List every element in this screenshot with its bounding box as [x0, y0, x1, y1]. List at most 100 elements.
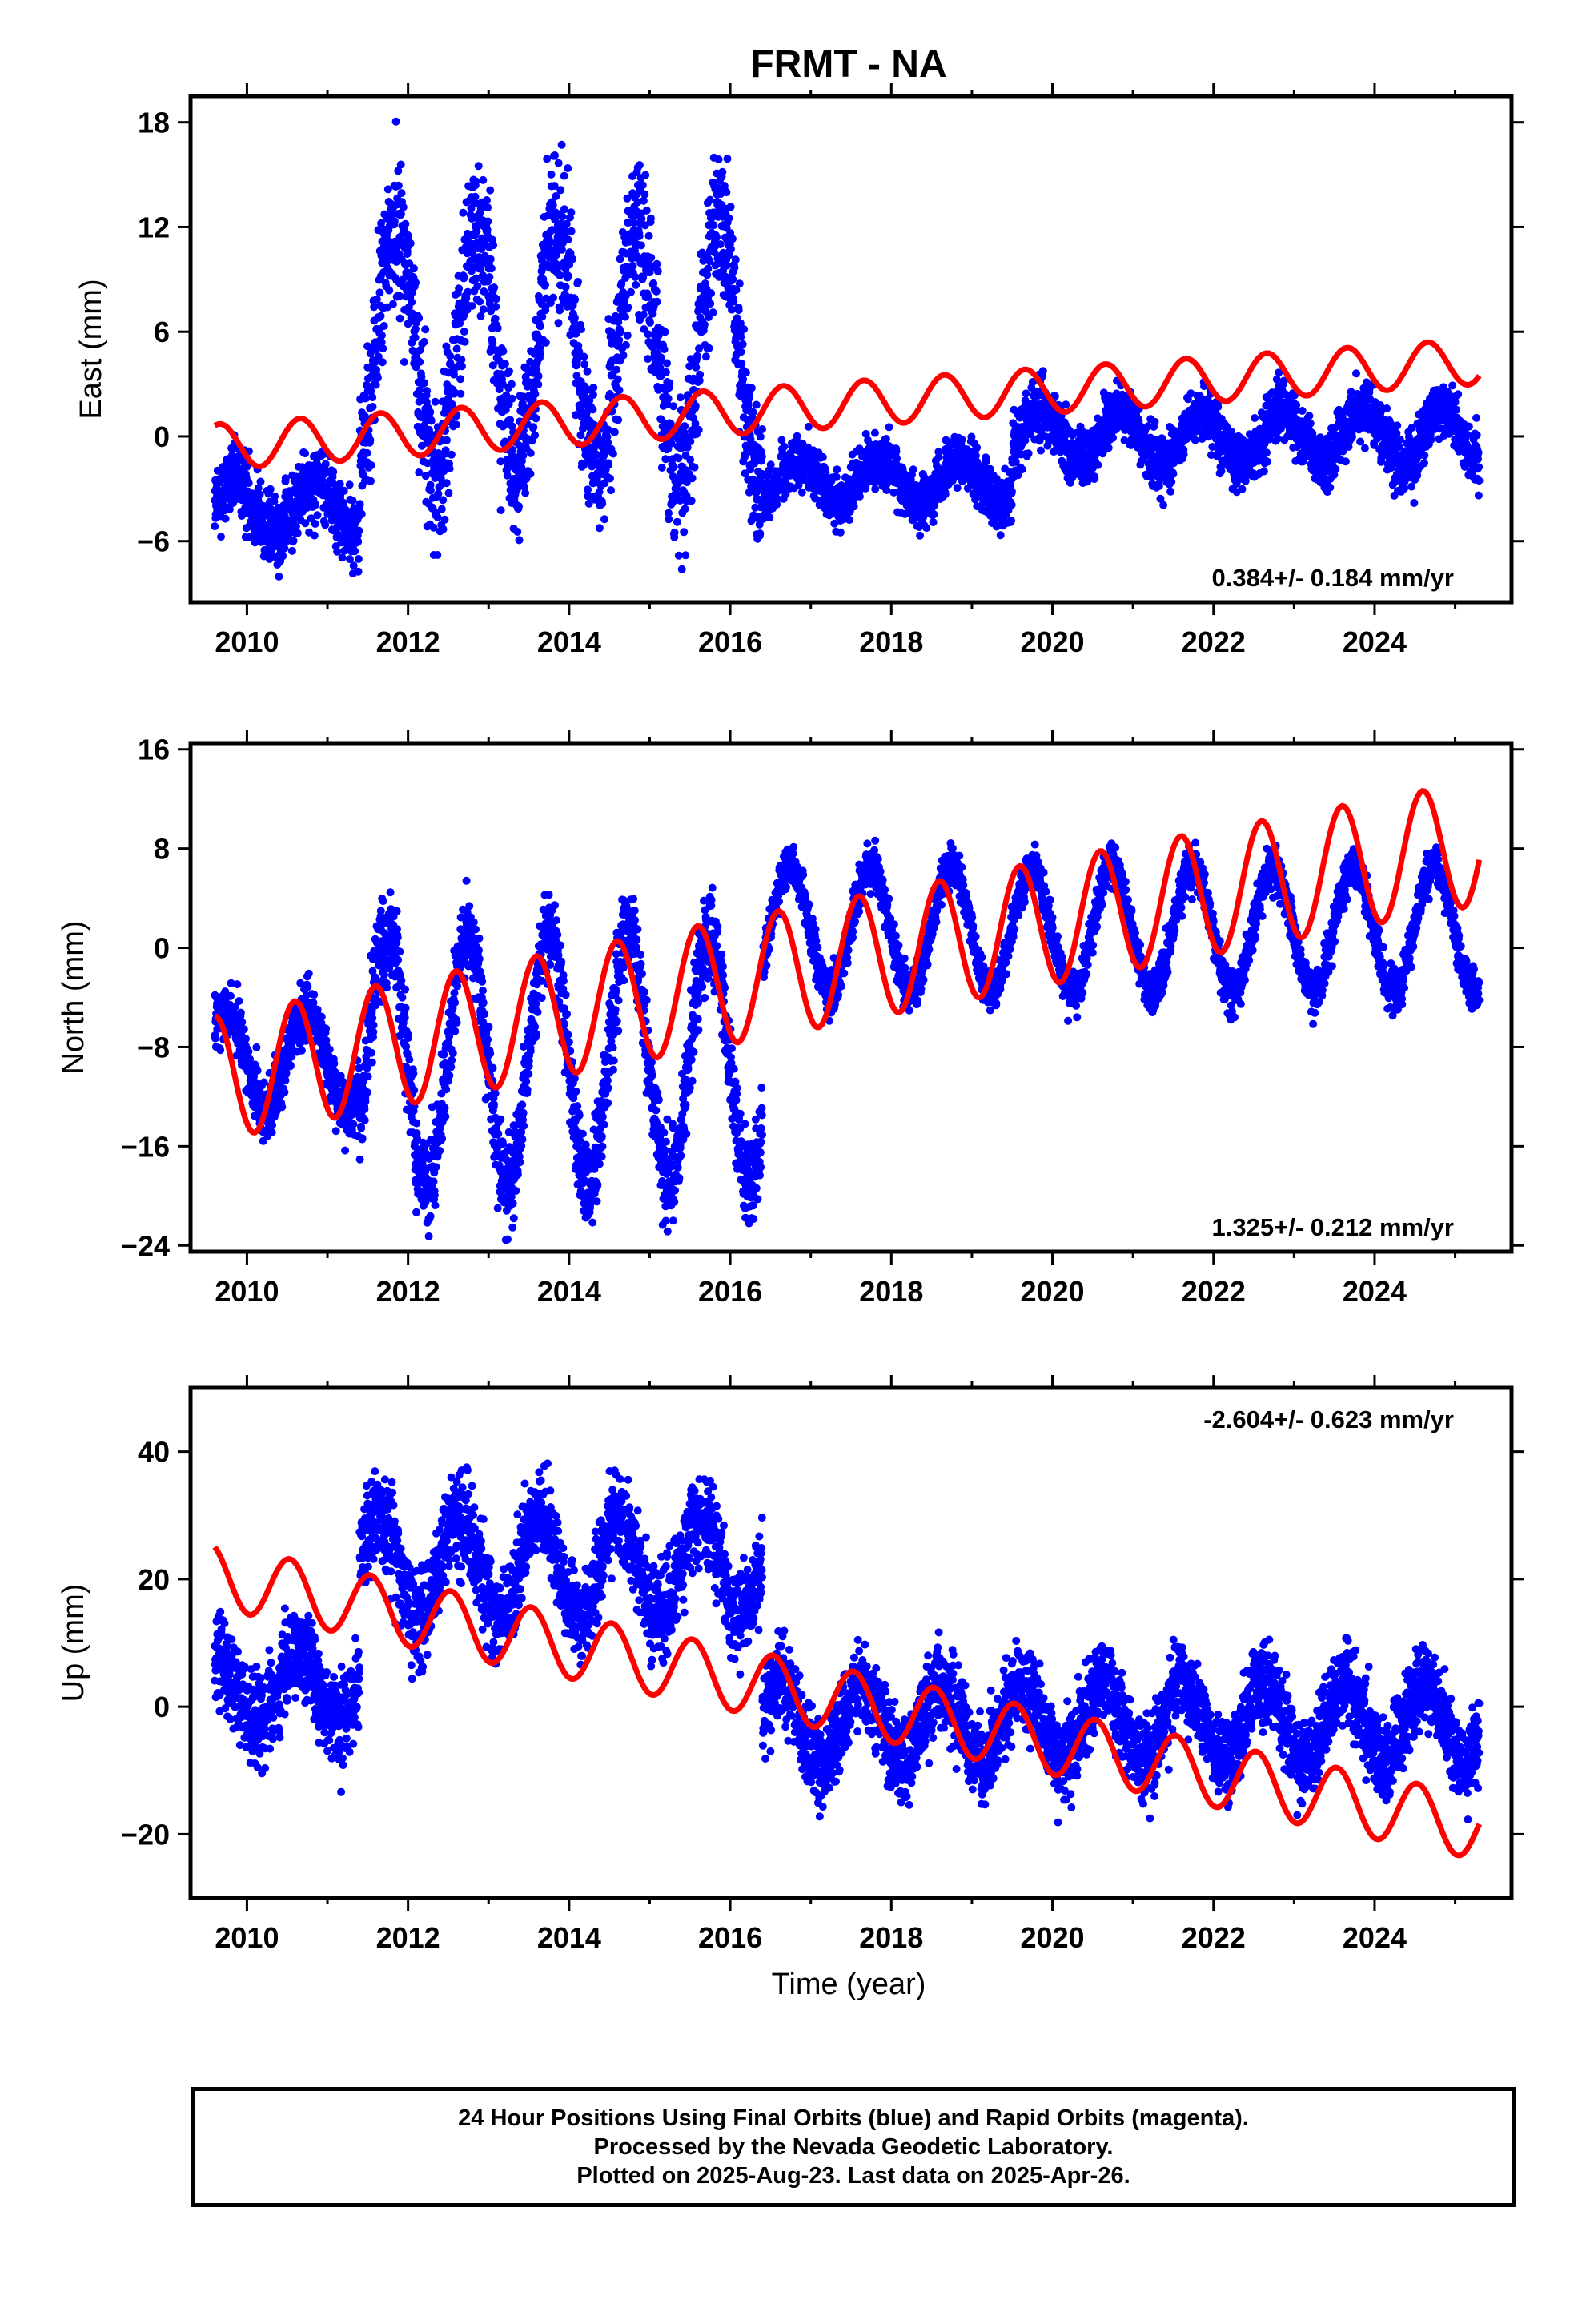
data-point [502, 391, 511, 400]
data-point [423, 387, 432, 396]
data-point [484, 203, 492, 212]
data-point [541, 280, 549, 289]
data-point [446, 352, 455, 360]
data-point [367, 476, 375, 485]
data-point [1251, 414, 1259, 422]
data-point [713, 233, 721, 242]
data-point [375, 288, 384, 297]
data-point [484, 217, 492, 226]
data-point [534, 380, 543, 388]
data-point [832, 472, 841, 481]
data-point [503, 471, 512, 480]
data-point [735, 279, 744, 288]
data-point [892, 447, 901, 456]
data-point [652, 259, 661, 268]
data-point [536, 322, 544, 331]
data-point [280, 544, 289, 553]
data-point [377, 219, 386, 227]
data-point [588, 405, 597, 414]
data-point [613, 375, 622, 384]
data-point [289, 537, 298, 545]
data-point [885, 423, 893, 432]
data-point [669, 402, 678, 411]
data-point [639, 273, 648, 282]
data-point [930, 510, 938, 519]
data-point [564, 164, 572, 172]
data-point [690, 463, 699, 472]
data-point [561, 283, 570, 292]
data-point [406, 239, 415, 247]
data-point [349, 561, 358, 570]
data-point [346, 555, 354, 564]
data-point [1007, 501, 1016, 509]
data-point [399, 203, 408, 211]
data-point [631, 273, 640, 281]
data-point [740, 325, 749, 333]
data-point [619, 351, 628, 360]
data-point [301, 519, 310, 528]
data-point [355, 500, 364, 509]
data-point [499, 347, 508, 356]
data-point [377, 338, 386, 347]
data-point [420, 337, 428, 346]
data-point [464, 287, 472, 296]
data-point [558, 212, 567, 221]
data-point [460, 273, 468, 282]
data-point [632, 280, 640, 289]
data-point [1090, 474, 1099, 483]
data-point [661, 368, 670, 376]
data-point [532, 365, 541, 374]
data-point [821, 468, 830, 477]
data-point [460, 328, 468, 336]
data-point [443, 436, 451, 444]
data-point [441, 446, 450, 455]
data-point [221, 514, 230, 523]
data-point [607, 486, 616, 495]
data-point [452, 344, 461, 353]
data-point [390, 217, 399, 226]
data-point [706, 300, 715, 308]
data-point [476, 312, 485, 320]
data-point [1062, 400, 1070, 409]
data-point [354, 567, 363, 576]
data-point [941, 490, 950, 499]
data-point [426, 486, 435, 495]
data-point [973, 444, 982, 452]
data-point [604, 438, 612, 447]
data-point [1104, 444, 1113, 452]
data-point [571, 296, 580, 304]
data-point [584, 499, 593, 508]
data-point [567, 208, 576, 217]
data-point [444, 489, 453, 497]
data-point [715, 272, 724, 281]
data-point [433, 513, 442, 521]
data-point [709, 308, 717, 317]
data-point [515, 441, 524, 450]
data-point [580, 352, 588, 361]
data-point [368, 403, 377, 411]
data-point [373, 373, 382, 382]
data-point [548, 201, 557, 210]
data-point [560, 205, 568, 214]
data-point [396, 160, 405, 169]
data-point [415, 314, 424, 323]
data-point [328, 479, 337, 488]
data-point [1159, 501, 1168, 509]
data-point [705, 257, 714, 266]
data-point [307, 514, 315, 523]
data-point [532, 414, 540, 423]
data-point [656, 353, 665, 362]
data-point [564, 271, 572, 280]
data-point [518, 399, 527, 408]
data-point [498, 380, 507, 388]
data-point [621, 312, 629, 321]
data-point [439, 525, 448, 533]
data-point [660, 345, 669, 354]
data-point [211, 522, 219, 531]
data-point [479, 175, 488, 184]
data-point [871, 485, 880, 493]
data-point [457, 356, 466, 364]
data-point [244, 479, 253, 488]
data-point [339, 486, 348, 495]
data-point [556, 186, 565, 195]
